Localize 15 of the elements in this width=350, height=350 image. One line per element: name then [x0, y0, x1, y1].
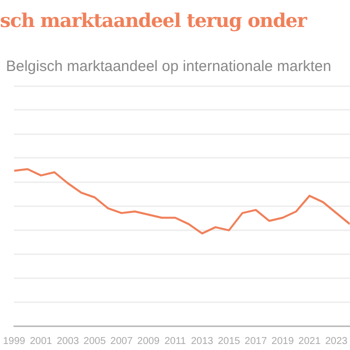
x-tick-label: 2017	[244, 336, 268, 347]
x-tick-label: 2023	[325, 336, 348, 347]
x-tick-label: 2001	[30, 336, 53, 347]
chart-subtitle: Belgisch marktaandeel op internationale markten	[6, 58, 332, 75]
chart-title: sch marktaandeel terug onder	[0, 10, 306, 32]
x-tick-label: 2003	[56, 336, 80, 347]
x-tick-label: 2021	[298, 336, 322, 347]
x-tick-label: 2005	[84, 336, 106, 347]
x-tick-label: 2013	[190, 336, 214, 347]
x-tick-label: 2019	[272, 336, 294, 347]
x-tick-label: 2015	[218, 336, 241, 347]
x-tick-label: 2009	[137, 336, 160, 347]
x-tick-label: 1999	[3, 336, 26, 347]
x-tick-label: 2011	[164, 336, 186, 347]
x-tick-label: 2007	[110, 336, 134, 347]
